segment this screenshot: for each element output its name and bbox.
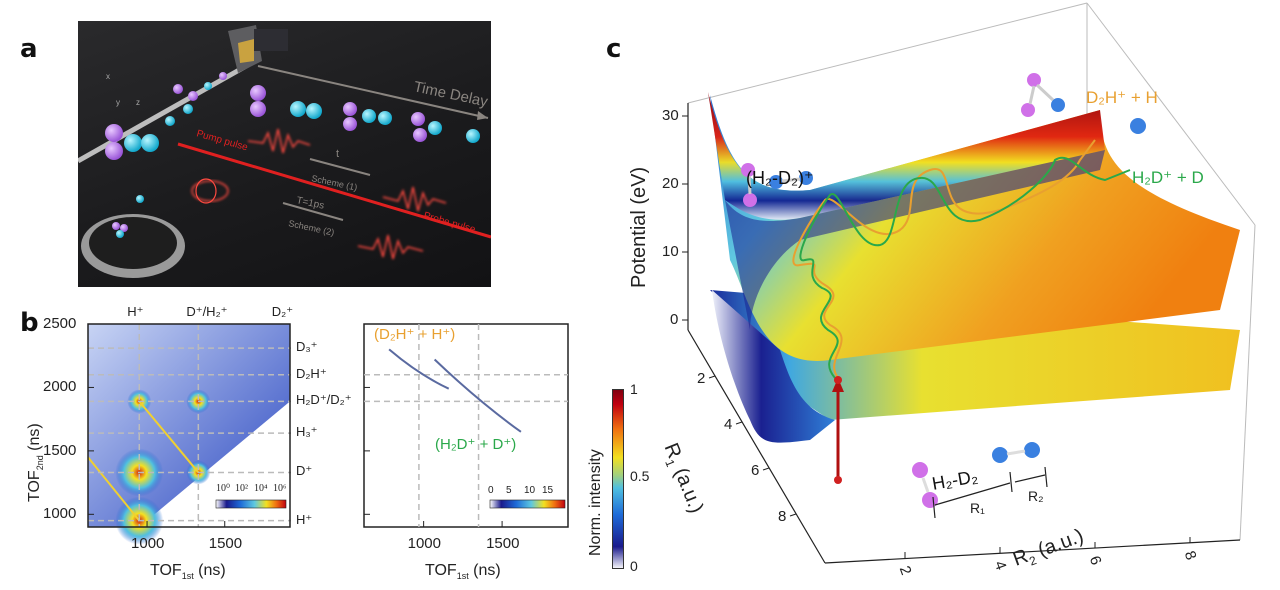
r1-tick	[789, 513, 797, 517]
r1-marker-label: R₁	[970, 500, 985, 516]
ion-valley	[725, 150, 1105, 330]
tof-correlation-map	[87, 323, 291, 545]
probe-pulse-icon-2	[357, 234, 424, 260]
log-cbar-tick: 10⁰	[216, 483, 231, 494]
potential-energy-surface-plot	[682, 2, 1256, 564]
y-tick-label: 1000	[43, 505, 77, 523]
z-tick-label: 20	[662, 175, 679, 192]
coincidence-line	[87, 456, 141, 522]
r1-tick	[735, 421, 743, 425]
lin-cbar-tick: 0	[488, 485, 494, 496]
x-tick-label: 1500	[208, 535, 243, 552]
coincidence-channel-map	[363, 323, 569, 528]
lin-cbar-tick: 5	[506, 485, 512, 496]
channel-d2h-h: D₂H⁺ + H	[1086, 88, 1158, 107]
top-ion-label: D₂⁺	[271, 304, 294, 319]
channel-curve	[388, 348, 450, 390]
time-delay-label: Time Delay	[412, 78, 490, 110]
probe-pulse-icon-1	[382, 186, 447, 212]
molecules	[105, 72, 480, 238]
lin-cbar-tick: 10	[524, 485, 536, 496]
plot-frame	[87, 323, 291, 528]
time-delay-arrow	[257, 65, 489, 119]
linear-colorbar	[489, 499, 566, 509]
annotation-h2d-d: (H₂D⁺ + D⁺)	[435, 436, 517, 453]
log-cbar-tick: 10⁴	[254, 483, 268, 494]
r2-axis	[824, 539, 1241, 564]
r1-tick-label: 2	[697, 370, 706, 387]
r1-tick-label: 6	[751, 462, 760, 479]
y-tick-label: 2500	[43, 315, 77, 332]
r1-axis	[687, 329, 826, 564]
coincidence-line	[138, 400, 200, 474]
x-tick-label: 1000	[131, 535, 165, 552]
tof-second-axis-label: TOF2nd (ns)	[26, 423, 46, 502]
right-ion-label: D⁺	[296, 463, 313, 479]
ion-state-label: (H₂-D₂)⁺	[746, 168, 814, 188]
pump-pulse-icon	[247, 128, 311, 154]
ion-wall	[708, 92, 1105, 220]
tof-first-axis-label-2: TOF1st (ns)	[425, 562, 501, 582]
panel-a-letter: a	[20, 34, 38, 64]
panel-b-letter: b	[20, 308, 39, 338]
z-tick-label: 30	[662, 107, 679, 124]
laser-beam	[177, 142, 491, 239]
right-ion-label: H⁺	[296, 511, 313, 527]
y-tick-label: 1500	[43, 441, 77, 459]
map-area	[87, 324, 291, 545]
scheme2-arrow	[282, 202, 344, 221]
right-ion-label: H₂D⁺/D₂⁺	[296, 392, 352, 408]
lin-cbar-tick: 15	[542, 485, 554, 496]
log-colorbar	[215, 499, 287, 509]
x-tick-label: 1000	[407, 535, 441, 552]
panel-c-letter: c	[606, 34, 622, 64]
axis-y-label: y	[116, 98, 120, 107]
r2-marker-label: R₂	[1028, 488, 1044, 504]
channel-h2d-d: H₂D⁺ + D	[1132, 168, 1204, 187]
log-cbar-tick: 10²	[235, 483, 248, 494]
annotation-d2h-h: (D₂H⁺ + H⁺)	[374, 326, 456, 343]
correlation-density	[88, 324, 290, 527]
pump-pulse-label: Pump pulse	[195, 128, 249, 153]
z-tick-label: 0	[670, 311, 679, 328]
trajectory-green	[799, 156, 1131, 379]
x-tick-label: 1500	[486, 535, 520, 552]
initial-state-point	[834, 476, 842, 484]
y-tick-label: 2000	[43, 378, 77, 396]
experiment-schematic: Time Delay Pump pulse Probe pulse t Sche…	[78, 21, 491, 287]
cbar-tick-0: 0	[630, 558, 638, 574]
right-ion-label: D₃⁺	[296, 339, 318, 355]
gas-jet-tube	[78, 62, 250, 164]
r1-tick	[708, 375, 716, 379]
cbar-tick-1: 1	[630, 381, 638, 397]
r1-tick	[762, 467, 770, 471]
top-ion-label: D⁺/H₂⁺	[186, 304, 228, 319]
right-ion-label: D₂H⁺	[296, 365, 327, 381]
z-tick-label: 10	[662, 243, 679, 260]
log-cbar-tick: 10⁶	[273, 483, 287, 494]
scheme1-arrow	[309, 158, 371, 176]
circular-pulse-icon	[191, 180, 229, 202]
cbar-tick-0.5: 0.5	[630, 468, 650, 484]
bond-length-markers	[932, 466, 1048, 519]
ion-surface	[710, 95, 1240, 361]
probe-pulse-label: Probe pulse	[422, 210, 477, 235]
potential-axis-label: Potential (eV)	[628, 166, 650, 288]
tof-first-axis-label: TOF1st (ns)	[150, 562, 226, 582]
t-label: t	[336, 148, 339, 160]
neutral-valley	[712, 290, 835, 443]
scheme2-label: Scheme (2)	[288, 218, 336, 237]
T-label: T=1ps	[295, 195, 325, 212]
excited-state-point	[834, 376, 842, 384]
r1-tick-label: 8	[778, 508, 787, 525]
schematic-illustration: Time Delay Pump pulse Probe pulse t Sche…	[78, 25, 491, 278]
axis-z-label: z	[136, 98, 140, 107]
top-ion-label: H⁺	[127, 304, 144, 319]
channel-curve	[433, 358, 522, 433]
r1-tick-label: 4	[724, 416, 733, 433]
norm-intensity-colorbar	[612, 389, 624, 569]
right-ion-label: H₃⁺	[296, 424, 318, 440]
axis-x-label: x	[106, 72, 110, 81]
